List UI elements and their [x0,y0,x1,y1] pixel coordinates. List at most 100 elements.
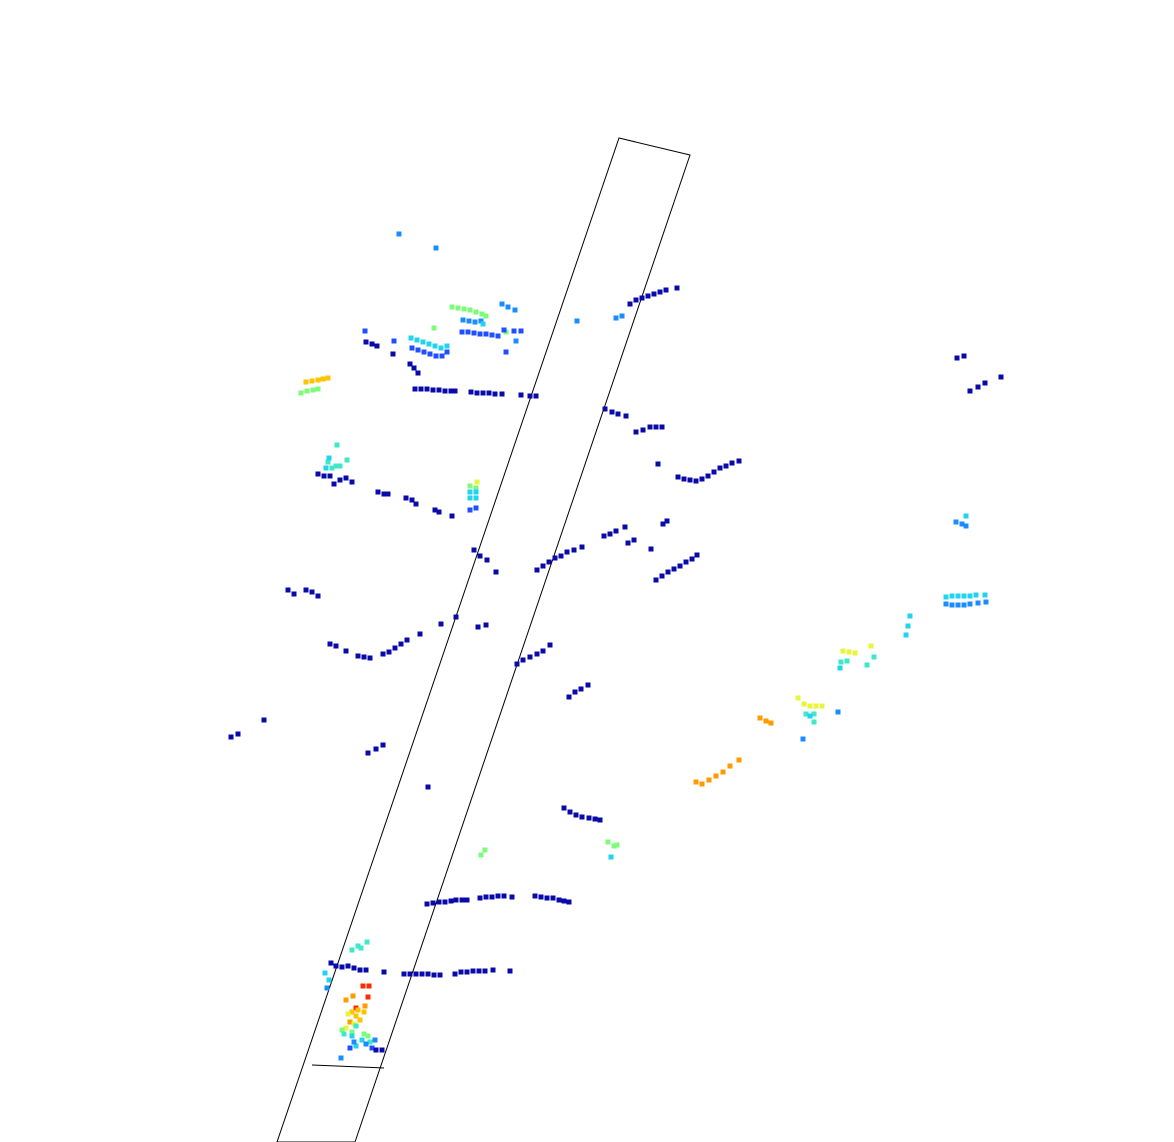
lidar-point [474,479,480,485]
lidar-point [328,960,334,966]
lidar-point [459,329,465,335]
lidar-points [228,231,1004,1061]
lidar-point [586,815,592,821]
lidar-point [473,489,479,495]
lidar-point [413,501,419,507]
lidar-point [483,313,489,319]
lidar-point [552,555,558,561]
lidar-point [819,703,825,709]
lidar-point [315,593,321,599]
lidar-point [846,649,852,655]
lidar-point [468,389,474,395]
lidar-point [326,455,332,461]
lidar-point [343,475,349,481]
lidar-point [432,507,438,513]
lidar-point [623,413,629,419]
lidar-point [609,409,615,415]
lidar-point [363,1041,369,1047]
lidar-point [579,814,585,820]
lidar-point [665,569,671,575]
lidar-point [432,343,438,349]
lidar-point [835,709,841,715]
lidar-point [409,345,415,351]
lidar-point [366,983,372,989]
lidar-point [943,594,949,600]
lidar-point [349,1033,355,1039]
lidar-point [795,695,801,701]
lidar-point [611,843,617,849]
lidar-point [320,376,326,382]
lidar-point [453,614,459,620]
lidar-point [490,967,496,973]
lidar-point [659,573,665,579]
lidar-point [579,544,585,550]
lidar-point [339,964,345,970]
lidar-point [372,1037,378,1043]
lidar-point [381,969,387,975]
lidar-point [501,327,507,333]
lidar-point [486,390,492,396]
lidar-point [367,1039,373,1045]
lidar-point [321,473,327,479]
lidar-point [907,613,913,619]
lidar-point [800,736,806,742]
lidar-point [645,293,651,299]
lidar-point [578,686,584,692]
lidar-point [418,386,424,392]
lidar-point [705,473,711,479]
lidar-point [347,1019,353,1025]
lidar-point [474,390,480,396]
lidar-point [455,305,461,311]
lidar-point [322,970,328,976]
lidar-point [407,361,413,367]
lidar-point [403,495,409,501]
lidar-point [458,969,464,975]
lidar-point [954,355,960,361]
lidar-point [380,742,386,748]
lidar-point [339,1027,345,1033]
lidar-point [315,377,321,383]
lidar-point [493,569,499,575]
lidar-point [315,386,321,392]
lidar-point [564,549,570,555]
lidar-point [477,553,483,559]
lidar-point [433,353,439,359]
lidar-point [647,424,653,430]
lidar-point [427,351,433,357]
lidar-point [466,318,472,324]
lidar-point [385,491,391,497]
lidar-point [687,477,693,483]
lidar-point [514,661,520,667]
lidar-point [657,289,663,295]
lidar-point [571,547,577,553]
lidar-point [361,1031,367,1037]
lidar-point [472,319,478,325]
lidar-point [448,388,454,394]
lidar-point [353,1013,359,1019]
lidar-point [585,682,591,688]
lidar-point [362,328,368,334]
lidar-point [467,489,473,495]
lidar-point [439,353,445,359]
lidar-point [482,847,488,853]
lidar-point [350,993,356,999]
lidar-point [448,898,454,904]
lidar-point [334,442,340,448]
lidar-point [361,1009,367,1015]
lidar-point [499,301,505,307]
lidar-point [303,587,309,593]
lidar-point [693,478,699,484]
lidar-point [480,321,486,327]
lidar-point [477,895,483,901]
lidar-point [633,297,639,303]
lidar-point [360,983,366,989]
lidar-point [396,231,402,237]
lidar-point [367,655,373,661]
lidar-point [975,384,981,390]
lidar-point [475,624,481,630]
lidar-point [631,537,637,543]
lidar-point [353,1023,359,1029]
lidar-point [813,703,819,709]
lidar-point [607,531,613,537]
lidar-point [664,518,670,524]
